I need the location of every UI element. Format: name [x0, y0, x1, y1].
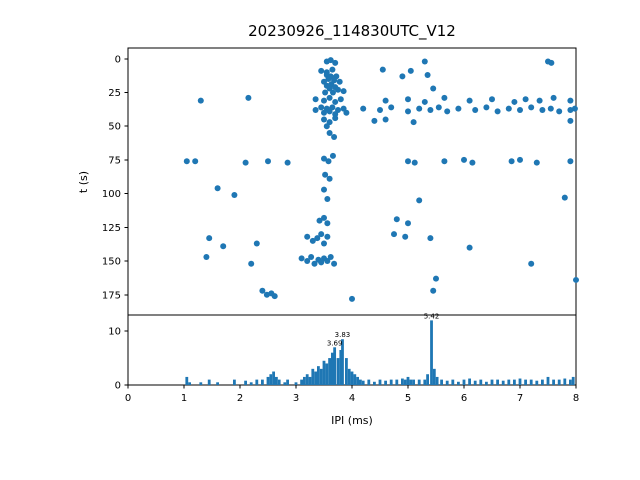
- svg-text:150: 150: [102, 257, 121, 268]
- svg-text:100: 100: [102, 189, 121, 200]
- svg-text:175: 175: [102, 290, 121, 301]
- svg-text:7: 7: [517, 393, 523, 404]
- svg-text:3: 3: [293, 393, 299, 404]
- svg-text:6: 6: [461, 393, 467, 404]
- svg-text:0: 0: [115, 54, 121, 65]
- svg-text:1: 1: [181, 393, 187, 404]
- scatter-panel: 0 25 50 75 100 125 150 175: [102, 47, 579, 316]
- svg-text:4: 4: [349, 393, 355, 404]
- svg-text:125: 125: [102, 223, 121, 234]
- svg-text:2: 2: [237, 393, 243, 404]
- histogram-panel: 0 10 0 1 2 3 4 5 6 7 8 3.693.83 5.42: [108, 312, 579, 404]
- svg-text:3.83: 3.83: [335, 331, 351, 339]
- svg-text:8: 8: [573, 393, 579, 404]
- svg-text:5: 5: [405, 393, 411, 404]
- chart-title: 20230926_114830UTC_V12: [248, 22, 456, 41]
- svg-text:0: 0: [115, 381, 121, 392]
- svg-text:50: 50: [108, 122, 121, 133]
- y-axis-label: t (s): [77, 171, 90, 193]
- svg-text:3.69: 3.69: [327, 339, 343, 347]
- x-axis-label: IPI (ms): [331, 414, 373, 427]
- svg-text:0: 0: [125, 393, 131, 404]
- svg-text:25: 25: [108, 88, 121, 99]
- svg-text:75: 75: [108, 155, 121, 166]
- svg-text:10: 10: [108, 327, 121, 338]
- svg-text:5.42: 5.42: [424, 312, 440, 320]
